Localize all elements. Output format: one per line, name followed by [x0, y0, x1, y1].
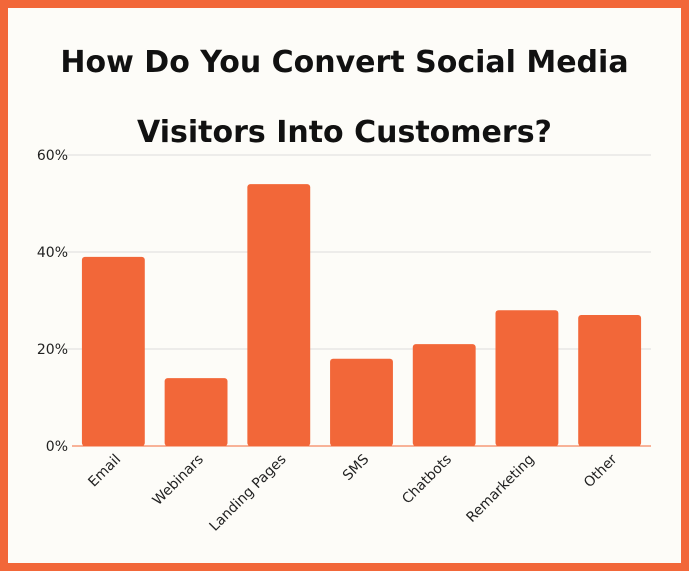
bar: [495, 310, 559, 446]
y-tick-label: 60%: [37, 148, 68, 164]
x-tick-label: Landing Pages: [207, 452, 290, 535]
bar: [247, 184, 311, 446]
bar: [164, 378, 228, 446]
x-tick-label: Remarketing: [463, 452, 537, 526]
bar: [578, 315, 642, 446]
chart-title-line-2: Visitors Into Customers?: [137, 115, 552, 150]
chart-title-line-1: How Do You Convert Social Media: [60, 45, 629, 80]
x-tick-label: SMS: [340, 451, 373, 484]
y-tick-label: 0%: [46, 439, 68, 455]
x-tick-label: Other: [581, 451, 621, 491]
x-tick-label: Webinars: [150, 452, 207, 509]
chart-title: How Do You Convert Social Media Visitors…: [8, 28, 681, 168]
bar: [330, 358, 393, 446]
x-tick-label: Email: [85, 452, 124, 491]
y-tick-label: 40%: [37, 245, 68, 261]
bar: [412, 344, 476, 446]
bar: [81, 256, 145, 446]
x-tick-label: Chatbots: [399, 452, 455, 508]
y-tick-label: 20%: [37, 342, 68, 358]
